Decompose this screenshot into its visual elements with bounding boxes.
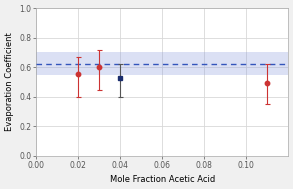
- Y-axis label: Evaporation Coefficient: Evaporation Coefficient: [5, 33, 14, 131]
- Bar: [36, 52, 288, 75]
- X-axis label: Mole Fraction Acetic Acid: Mole Fraction Acetic Acid: [110, 175, 215, 184]
